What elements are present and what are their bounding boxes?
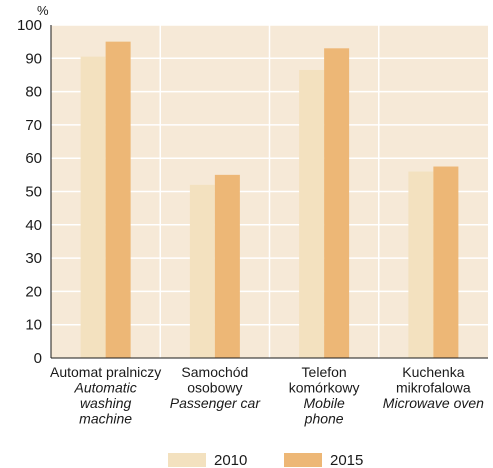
category-label: komórkowy	[289, 380, 360, 396]
category-label-en: phone	[304, 411, 344, 427]
y-tick-label: 20	[25, 283, 42, 300]
legend: 2010 2015	[168, 452, 363, 468]
y-tick-label: 90	[25, 50, 42, 67]
category-label: Kuchenka	[402, 364, 464, 380]
y-tick-labels: 0 10 20 30 40 50 60 70 80 90 100	[17, 17, 42, 367]
bar-2010-3	[408, 171, 434, 358]
category-label-en: Mobile	[304, 395, 345, 411]
bars	[80, 41, 459, 359]
y-tick-label: 30	[25, 250, 42, 267]
y-tick-label: 100	[17, 17, 42, 34]
y-axis-unit: %	[37, 3, 49, 18]
category-label-en: Automatic	[74, 380, 137, 396]
category-label-en: Microwave oven	[383, 395, 484, 411]
bar-2010-2	[299, 69, 325, 358]
y-tick-label: 70	[25, 117, 42, 134]
y-tick-label: 80	[25, 84, 42, 101]
y-tick-label: 60	[25, 150, 42, 167]
category-labels: Automat pralniczyAutomaticwashingmachine…	[50, 364, 484, 427]
category-label: Automat pralniczy	[50, 364, 161, 380]
category-label: osobowy	[187, 380, 242, 396]
category-label-en: Passenger car	[170, 395, 262, 411]
category-label: Samochód	[181, 364, 248, 380]
bar-2015-3	[433, 166, 459, 358]
y-tick-label: 10	[25, 317, 42, 334]
legend-swatch-2015	[284, 453, 322, 467]
category-label: Telefon	[302, 364, 347, 380]
bar-2015-2	[324, 48, 350, 359]
legend-swatch-2010	[168, 453, 206, 467]
bar-2010-0	[80, 56, 106, 358]
category-label-en: washing	[80, 395, 132, 411]
bar-2015-0	[105, 41, 131, 359]
category-label: mikrofalowa	[396, 380, 471, 396]
bar-2015-1	[214, 174, 240, 358]
y-tick-label: 0	[34, 350, 42, 367]
legend-label-2015: 2015	[330, 452, 363, 468]
legend-label-2010: 2010	[214, 452, 247, 468]
category-label-en: machine	[79, 411, 132, 427]
y-tick-label: 40	[25, 217, 42, 234]
bar-2010-1	[189, 184, 215, 358]
y-tick-label: 50	[25, 184, 42, 201]
